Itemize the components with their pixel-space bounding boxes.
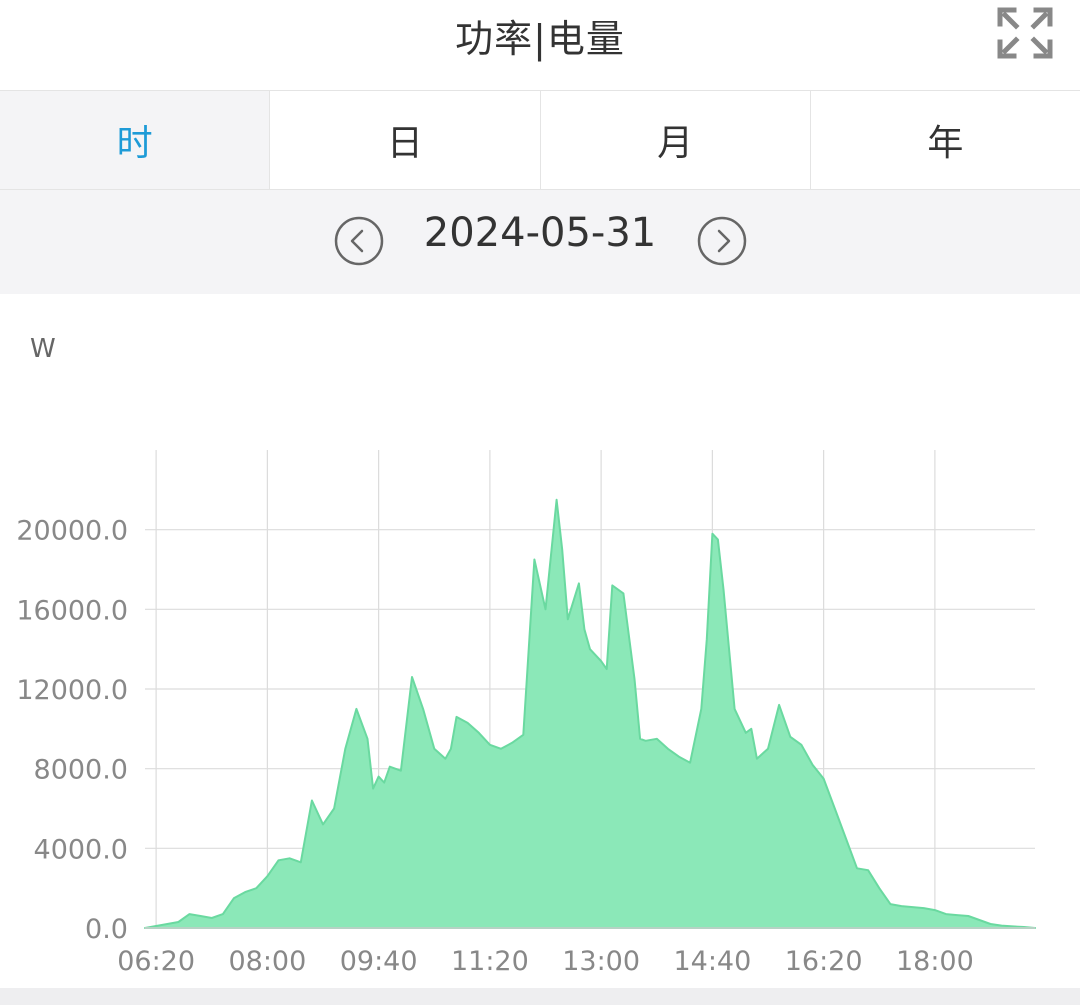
tab-month[interactable]: 月 <box>541 91 811 189</box>
tab-hour[interactable]: 时 <box>0 91 271 189</box>
current-date[interactable]: 2024-05-31 <box>423 210 657 256</box>
y-tick-label: 4000.0 <box>34 834 128 865</box>
power-area-chart: 0.0 4000.0 8000.0 12000.0 16000.0 20000.0 06:2… <box>16 450 1036 977</box>
x-tick-label: 13:00 <box>562 946 640 977</box>
x-tick-label: 18:00 <box>896 946 974 977</box>
tab-day[interactable]: 日 <box>270 91 541 189</box>
y-tick-label: 12000.0 <box>16 675 128 706</box>
power-chart-panel: W 0.0 4000.0 8000.0 12000.0 16000.0 20000.0 06… <box>0 294 1080 988</box>
page-title: 功率|电量 <box>455 17 625 61</box>
chevron-right-circle-icon[interactable] <box>697 216 747 266</box>
x-tick-label: 06:20 <box>117 946 195 977</box>
time-range-tabs: 时 日 月 年 <box>0 90 1080 190</box>
header: 功率|电量 <box>0 0 1080 90</box>
y-tick-label: 0.0 <box>85 914 128 945</box>
x-tick-label: 11:20 <box>451 946 529 977</box>
y-tick-label: 8000.0 <box>34 755 128 786</box>
tab-year[interactable]: 年 <box>927 123 964 164</box>
y-axis-unit: W <box>30 334 56 364</box>
x-tick-label: 09:40 <box>340 946 418 977</box>
x-tick-label: 16:20 <box>785 946 863 977</box>
footer-strip <box>0 988 1080 1005</box>
x-tick-label: 08:00 <box>228 946 306 977</box>
power-series-area <box>144 498 1036 929</box>
y-tick-label: 20000.0 <box>16 516 128 547</box>
y-tick-label: 16000.0 <box>16 595 128 626</box>
date-navigator: 2024-05-31 <box>0 190 1080 294</box>
fullscreen-icon[interactable] <box>996 6 1054 60</box>
chevron-left-circle-icon[interactable] <box>334 216 384 266</box>
x-tick-label: 14:40 <box>673 946 751 977</box>
